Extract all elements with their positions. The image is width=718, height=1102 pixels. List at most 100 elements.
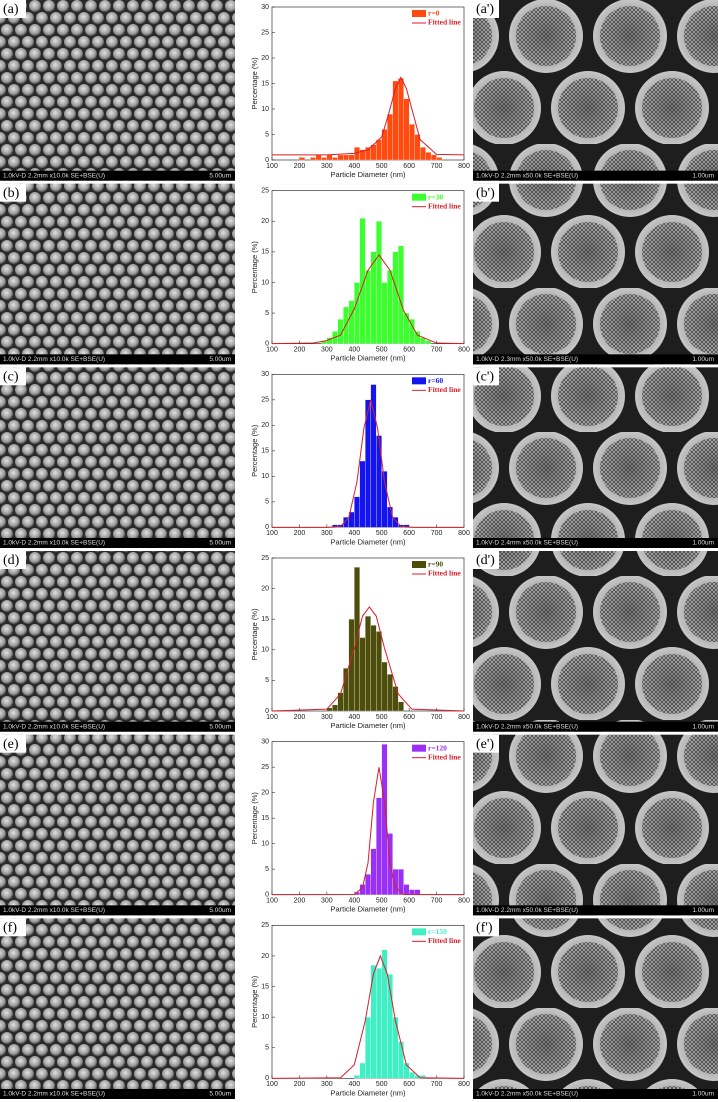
fitted-line <box>272 399 464 528</box>
x-tick-label: 300 <box>321 714 333 721</box>
x-tick-label: 700 <box>431 1081 443 1088</box>
bar <box>376 435 382 528</box>
x-tick-label: 600 <box>403 347 415 354</box>
x-tick-label: 400 <box>348 530 360 537</box>
fitted-line <box>271 954 465 1079</box>
y-tick-label: 20 <box>261 422 269 429</box>
sem-caption: 1.0kV-D 2.2mm x10.0k SE+BSE(U) <box>3 172 105 179</box>
legend-label: r=60 <box>428 376 443 385</box>
sem-caption: 1.0kV-D 2.2mm x50.0k SE+BSE(U) <box>476 1091 578 1098</box>
x-tick-label: 200 <box>294 714 306 721</box>
x-tick-label: 100 <box>266 714 278 721</box>
bar <box>354 282 360 344</box>
legend-swatch <box>412 193 426 201</box>
x-tick-label: 300 <box>321 898 333 905</box>
caption-bar <box>0 170 235 181</box>
sem-image <box>0 0 235 181</box>
sem-caption: 1.0kV-D 2.2mm x10.0k SE+BSE(U) <box>3 723 105 730</box>
bar <box>387 270 393 344</box>
panel-label: (b') <box>476 186 495 201</box>
bar <box>430 154 437 161</box>
bar <box>376 221 382 344</box>
y-tick-label: 0 <box>265 708 269 715</box>
caption-bar <box>0 905 235 916</box>
bar <box>343 154 349 161</box>
y-tick-label: 5 <box>265 677 269 684</box>
legend-swatch <box>412 928 426 936</box>
x-tick-label: 600 <box>403 163 415 170</box>
y-tick-label: 5 <box>265 131 269 138</box>
bar <box>403 884 410 895</box>
sem-image <box>0 183 235 365</box>
y-tick-label: 20 <box>261 55 269 62</box>
sem-caption: 1.0kV-D 2.4mm x50.0k SE+BSE(U) <box>476 540 578 547</box>
x-tick-label: 500 <box>376 530 388 537</box>
bar <box>392 251 399 344</box>
x-axis-label: Particle Diameter (nm) <box>330 170 406 179</box>
panel-label: (c') <box>476 370 494 385</box>
x-tick-label: 200 <box>294 163 306 170</box>
bar <box>365 874 371 895</box>
label-box <box>0 918 26 937</box>
bar <box>365 615 371 712</box>
x-tick-label: 100 <box>266 1081 278 1088</box>
sem-image <box>473 734 718 916</box>
x-axis-label: Particle Diameter (nm) <box>330 1088 406 1097</box>
panel-label: (f) <box>3 921 17 936</box>
legend-swatch <box>412 561 426 568</box>
bar <box>398 78 404 161</box>
y-tick-label: 15 <box>261 448 269 455</box>
caption-bar <box>473 1089 718 1099</box>
bar <box>387 506 393 528</box>
bar <box>376 139 382 161</box>
bar <box>359 637 366 712</box>
y-axis-label: Percentage (%) <box>250 792 259 845</box>
x-tick-label: 800 <box>458 530 470 537</box>
panel-label: (e) <box>3 737 19 752</box>
bar <box>392 1016 399 1079</box>
y-tick-label: 10 <box>261 106 269 113</box>
x-tick-label: 200 <box>294 530 306 537</box>
bar <box>398 245 404 344</box>
bar <box>321 157 328 161</box>
y-tick-label: 15 <box>261 80 269 87</box>
y-tick-label: 20 <box>261 585 269 592</box>
panel-label: (a') <box>476 2 494 17</box>
bar <box>348 154 355 161</box>
bar <box>392 869 399 895</box>
caption-bar <box>0 721 235 732</box>
bar <box>414 889 421 895</box>
x-tick-label: 800 <box>458 898 470 905</box>
panel-label: (b) <box>3 186 20 201</box>
sem-image <box>0 551 235 732</box>
bar <box>332 704 338 712</box>
x-tick-label: 800 <box>458 347 470 354</box>
legend-label: r=120 <box>428 743 447 752</box>
x-tick-label: 200 <box>294 347 306 354</box>
legend-label: Fitted line <box>428 18 461 27</box>
label-box <box>473 551 499 569</box>
y-tick-label: 0 <box>265 524 269 531</box>
x-tick-label: 700 <box>431 714 443 721</box>
bar <box>370 848 377 895</box>
legend-label: r=150 <box>428 927 447 936</box>
x-tick-label: 700 <box>431 163 443 170</box>
sem-image <box>473 183 718 365</box>
y-tick-label: 0 <box>265 1075 269 1082</box>
y-tick-label: 10 <box>261 473 269 480</box>
sem-caption: 1.0kV-D 2.2mm x10.0k SE+BSE(U) <box>3 356 105 363</box>
label-box <box>473 183 499 202</box>
bar <box>337 154 344 161</box>
fitted-line <box>271 254 465 345</box>
caption-bar <box>0 538 235 548</box>
sem-image <box>473 367 718 548</box>
y-axis-label: Percentage (%) <box>250 241 259 294</box>
y-tick-label: 5 <box>265 310 269 317</box>
bar <box>310 157 317 161</box>
bar <box>365 270 371 344</box>
scale-label: 5.00um <box>209 172 231 179</box>
panel-label: (d) <box>3 553 20 568</box>
y-tick-label: 25 <box>261 555 269 562</box>
bar <box>359 460 366 528</box>
label-box <box>473 367 499 386</box>
